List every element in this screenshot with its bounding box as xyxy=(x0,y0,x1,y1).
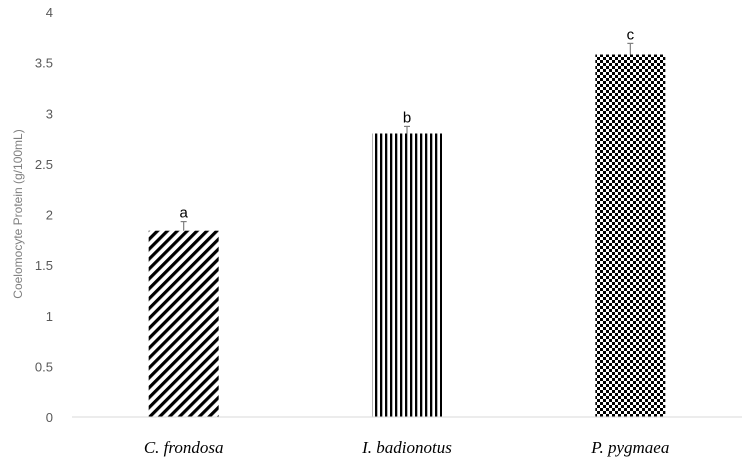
y-tick-label: 1 xyxy=(46,309,53,324)
significance-label: c xyxy=(627,26,635,43)
y-axis-title: Coelomocyte Protein (g/100mL) xyxy=(11,129,25,298)
error-bars xyxy=(180,42,634,231)
significance-label: a xyxy=(179,205,188,222)
y-tick-label: 3.5 xyxy=(35,56,53,71)
y-tick-label: 0 xyxy=(46,410,53,425)
y-tick-label: 4 xyxy=(46,5,53,20)
bars xyxy=(148,54,666,418)
bar xyxy=(372,133,442,417)
category-labels: C. frondosa I. badionotus P. pygmaea xyxy=(144,438,670,457)
y-tick-label: 0.5 xyxy=(35,359,53,374)
y-axis-ticks: 0 0.5 1 1.5 2 2.5 3 3.5 4 xyxy=(35,5,53,425)
bar xyxy=(148,230,219,417)
x-category-label: P. pygmaea xyxy=(590,438,669,457)
x-category-label: I. badionotus xyxy=(361,438,452,457)
y-tick-label: 2 xyxy=(46,208,53,223)
y-tick-label: 3 xyxy=(46,106,53,121)
y-tick-label: 2.5 xyxy=(35,157,53,172)
x-category-label: C. frondosa xyxy=(144,438,224,457)
significance-labels: a b c xyxy=(179,26,634,221)
bar xyxy=(595,54,666,418)
y-tick-label: 1.5 xyxy=(35,258,53,273)
significance-label: b xyxy=(403,109,411,126)
